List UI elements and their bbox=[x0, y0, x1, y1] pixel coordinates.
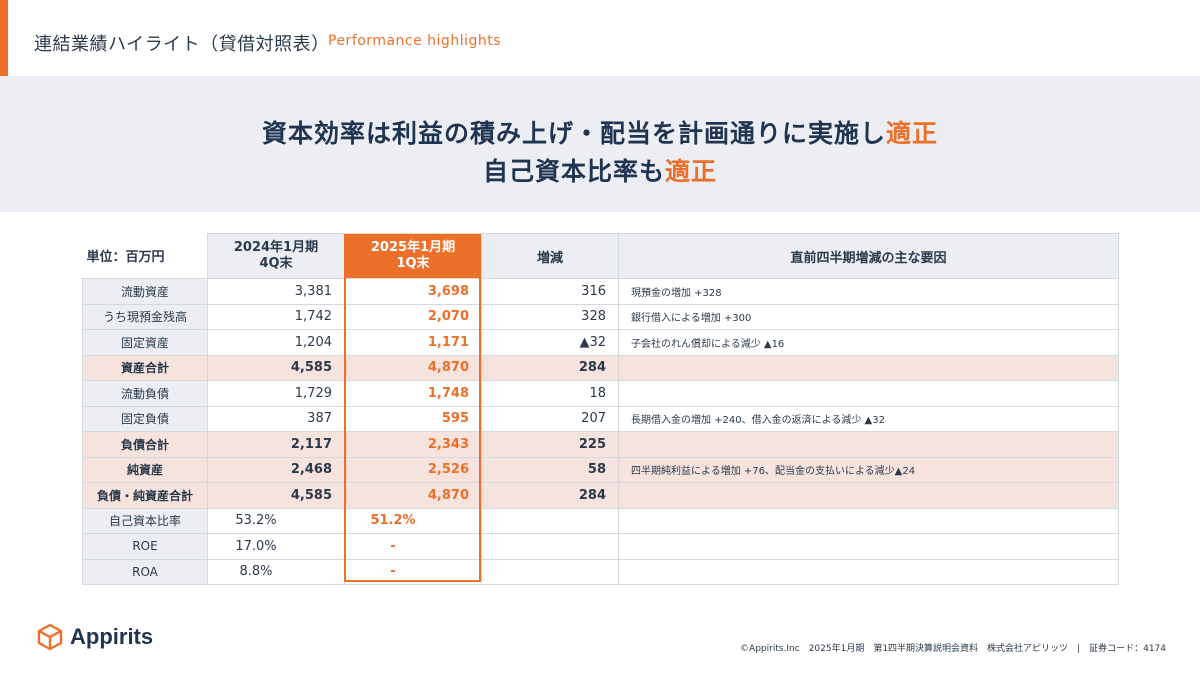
change-reason bbox=[618, 558, 1119, 585]
change-reason: 四半期純利益による増加 +76、配当金の支払いによる減少▲24 bbox=[618, 456, 1119, 483]
value-change: ▲32 bbox=[481, 329, 619, 356]
unit-label: 単位：百万円 bbox=[82, 233, 208, 279]
value-change bbox=[481, 507, 619, 534]
change-reason: 子会社のれん償却による減少 ▲16 bbox=[618, 329, 1119, 356]
row-label: 資産合計 bbox=[82, 354, 208, 381]
row-label: 純資産 bbox=[82, 456, 208, 483]
value-change: 328 bbox=[481, 303, 619, 330]
value-2024: 387 bbox=[207, 405, 345, 432]
value-2025: 51.2% bbox=[344, 507, 482, 534]
value-2025: 4,870 bbox=[344, 354, 482, 381]
footer-copyright: ©Appirits.Inc 2025年1月期 第1四半期決算説明会資料 株式会社… bbox=[740, 644, 1166, 654]
change-reason bbox=[618, 431, 1119, 458]
column-header-2024: 2024年1月期 4Q末 bbox=[207, 233, 345, 279]
value-2025: 2,343 bbox=[344, 431, 482, 458]
value-2024: 2,117 bbox=[207, 431, 345, 458]
column-header-2024-line2: 4Q末 bbox=[259, 256, 293, 271]
slide-subtitle: Performance highlights bbox=[328, 33, 502, 49]
change-reason bbox=[618, 354, 1119, 381]
value-2024: 1,742 bbox=[207, 303, 345, 330]
row-label: 負債・純資産合計 bbox=[82, 482, 208, 509]
value-2025: 2,526 bbox=[344, 456, 482, 483]
table-header-row: 単位：百万円 2024年1月期 4Q末 2025年1月期 1Q末 増減 直前四半期増… bbox=[82, 233, 1119, 279]
row-label: 流動資産 bbox=[82, 278, 208, 305]
table-row: ROE 17.0% - bbox=[82, 533, 1119, 560]
row-label: ROE bbox=[82, 533, 208, 560]
value-2025: 1,748 bbox=[344, 380, 482, 407]
table-row: 流動資産 3,381 3,698 316 現預金の増加 +328 bbox=[82, 278, 1119, 305]
column-header-2025: 2025年1月期 1Q末 bbox=[344, 233, 482, 279]
value-2025: - bbox=[344, 533, 482, 560]
key-message-line-2-text: 自己資本比率も bbox=[482, 157, 665, 186]
table-row-total: 資産合計 4,585 4,870 284 bbox=[82, 354, 1119, 381]
value-2024: 8.8% bbox=[207, 558, 345, 585]
table-row: 自己資本比率 53.2% 51.2% bbox=[82, 507, 1119, 534]
change-reason bbox=[618, 482, 1119, 509]
value-2024: 4,585 bbox=[207, 482, 345, 509]
row-label: 自己資本比率 bbox=[82, 507, 208, 534]
key-message-banner: 資本効率は利益の積み上げ・配当を計画通りに実施し適正 自己資本比率も適正 bbox=[0, 76, 1200, 212]
value-2024: 4,585 bbox=[207, 354, 345, 381]
header-accent-bar bbox=[0, 0, 8, 76]
column-header-change: 増減 bbox=[481, 233, 619, 279]
value-2025: 3,698 bbox=[344, 278, 482, 305]
value-change: 18 bbox=[481, 380, 619, 407]
table-row: 固定資産 1,204 1,171 ▲32 子会社のれん償却による減少 ▲16 bbox=[82, 329, 1119, 356]
logo-wordmark: Appirits bbox=[70, 624, 154, 649]
column-header-2024-line1: 2024年1月期 bbox=[233, 240, 319, 255]
value-2024: 3,381 bbox=[207, 278, 345, 305]
value-2025: 4,870 bbox=[344, 482, 482, 509]
change-reason bbox=[618, 380, 1119, 407]
row-label: ROA bbox=[82, 558, 208, 585]
row-label: 固定負債 bbox=[82, 405, 208, 432]
value-2025: 1,171 bbox=[344, 329, 482, 356]
value-2025: 595 bbox=[344, 405, 482, 432]
change-reason: 銀行借入による増加 +300 bbox=[618, 303, 1119, 330]
value-change: 316 bbox=[481, 278, 619, 305]
row-label: うち現預金残高 bbox=[82, 303, 208, 330]
column-header-2025-line2: 1Q末 bbox=[396, 256, 430, 271]
value-change: 284 bbox=[481, 354, 619, 381]
value-2025: 2,070 bbox=[344, 303, 482, 330]
table-row-total: 負債・純資産合計 4,585 4,870 284 bbox=[82, 482, 1119, 509]
value-change: 207 bbox=[481, 405, 619, 432]
table-row: ROA 8.8% - bbox=[82, 558, 1119, 585]
value-change: 225 bbox=[481, 431, 619, 458]
row-label: 負債合計 bbox=[82, 431, 208, 458]
column-header-2025-line1: 2025年1月期 bbox=[370, 240, 456, 255]
row-label: 固定資産 bbox=[82, 329, 208, 356]
table-row-total: 負債合計 2,117 2,343 225 bbox=[82, 431, 1119, 458]
cube-icon bbox=[37, 623, 63, 651]
slide-title: 連結業績ハイライト（貸借対照表） bbox=[34, 34, 330, 55]
value-2024: 2,468 bbox=[207, 456, 345, 483]
key-message-line-2: 自己資本比率も適正 bbox=[0, 152, 1200, 188]
value-2024: 53.2% bbox=[207, 507, 345, 534]
change-reason: 長期借入金の増加 +240、借入金の返済による減少 ▲32 bbox=[618, 405, 1119, 432]
value-change bbox=[481, 533, 619, 560]
slide-header: 連結業績ハイライト（貸借対照表） Performance highlights bbox=[0, 0, 1200, 76]
row-label: 流動負債 bbox=[82, 380, 208, 407]
change-reason bbox=[618, 533, 1119, 560]
table-row: 固定負債 387 595 207 長期借入金の増加 +240、借入金の返済による… bbox=[82, 405, 1119, 432]
value-2024: 17.0% bbox=[207, 533, 345, 560]
table-row-total: 純資産 2,468 2,526 58 四半期純利益による増加 +76、配当金の支… bbox=[82, 456, 1119, 483]
balance-sheet-table: 単位：百万円 2024年1月期 4Q末 2025年1月期 1Q末 増減 直前四半期増… bbox=[82, 233, 1119, 585]
value-2025: - bbox=[344, 558, 482, 585]
key-message-line-1: 資本効率は利益の積み上げ・配当を計画通りに実施し適正 bbox=[0, 114, 1200, 150]
key-message-line-1-text: 資本効率は利益の積み上げ・配当を計画通りに実施し bbox=[261, 119, 886, 148]
column-header-reason: 直前四半期増減の主な要因 bbox=[618, 233, 1119, 279]
value-2024: 1,204 bbox=[207, 329, 345, 356]
table-row: 流動負債 1,729 1,748 18 bbox=[82, 380, 1119, 407]
value-2024: 1,729 bbox=[207, 380, 345, 407]
change-reason: 現預金の増加 +328 bbox=[618, 278, 1119, 305]
value-change: 58 bbox=[481, 456, 619, 483]
value-change bbox=[481, 558, 619, 585]
value-change: 284 bbox=[481, 482, 619, 509]
key-message-line-2-accent: 適正 bbox=[665, 157, 718, 186]
table-row: うち現預金残高 1,742 2,070 328 銀行借入による増加 +300 bbox=[82, 303, 1119, 330]
key-message-line-1-accent: 適正 bbox=[886, 119, 939, 148]
company-logo: Appirits bbox=[36, 622, 153, 652]
change-reason bbox=[618, 507, 1119, 534]
